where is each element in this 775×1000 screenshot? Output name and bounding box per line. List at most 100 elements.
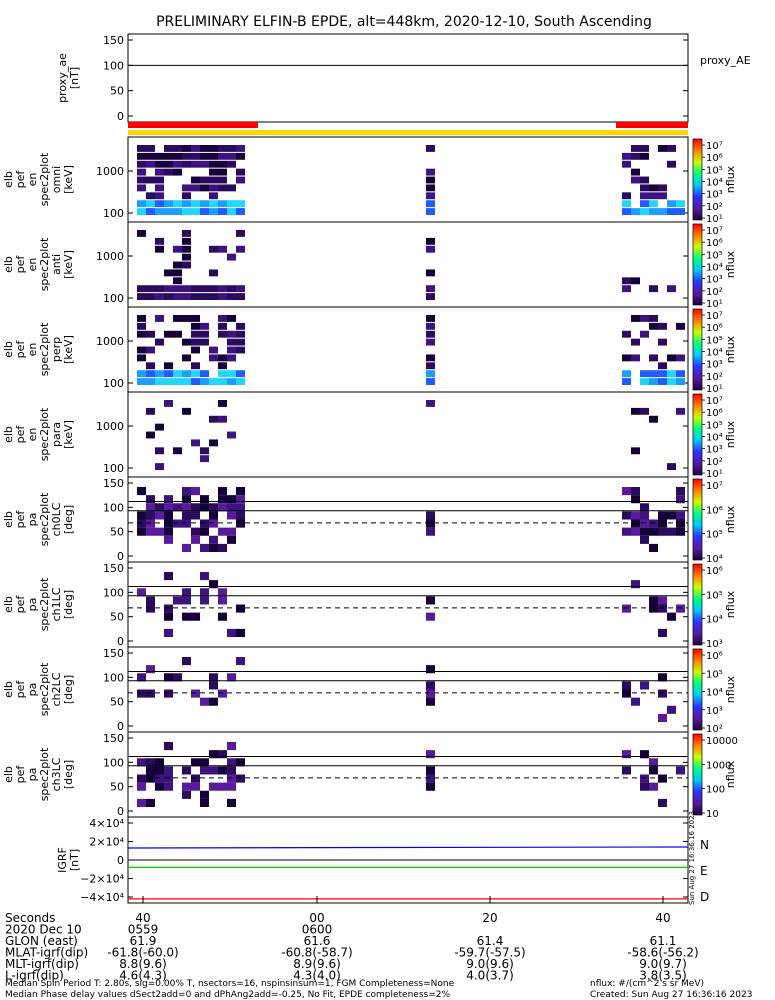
ylabel-perp-1: pef xyxy=(14,340,27,359)
spectrogram-cell xyxy=(146,160,155,168)
igrf-legend-D: D xyxy=(700,890,709,904)
spectrogram-cell xyxy=(622,277,631,285)
spectrogram-cell xyxy=(164,152,173,160)
pitch-angle-cell xyxy=(182,487,191,496)
spectrogram-cell xyxy=(227,346,236,354)
spectrogram-cell xyxy=(182,200,191,208)
colorbar-label-anti: 10³ xyxy=(706,275,723,286)
ylabel-ch0LC-4: ch0LC xyxy=(50,502,63,536)
spectrogram-cell xyxy=(191,184,200,192)
spectrogram-cell xyxy=(622,330,631,338)
pitch-angle-cell xyxy=(182,588,191,597)
spectrogram-cell xyxy=(209,160,218,168)
spectrogram-cell xyxy=(173,277,182,285)
spectrogram-cell xyxy=(191,293,200,300)
spectrogram-cell xyxy=(426,245,435,253)
colorbar-label-para: 10⁷ xyxy=(706,396,723,407)
spectrogram-cell xyxy=(236,245,245,253)
pitch-angle-cell xyxy=(227,527,236,536)
pitch-angle-cell xyxy=(227,766,236,775)
spectrogram-cell xyxy=(622,285,631,293)
spectrogram-cell xyxy=(200,338,209,346)
spectrogram-cell xyxy=(182,354,191,362)
pitch-angle-cell xyxy=(658,798,667,807)
spectrogram-cell xyxy=(218,415,227,423)
pitch-angle-cell xyxy=(218,487,227,496)
pitch-angle-cell xyxy=(191,487,200,496)
pitch-angle-cell xyxy=(649,596,658,605)
colorbar-label-anti: 10⁷ xyxy=(706,226,723,237)
pitch-angle-cell xyxy=(676,519,685,528)
xaxis-row-value: -61.8(-60.0) xyxy=(107,946,178,960)
spectrogram-cell xyxy=(658,362,667,370)
pitch-angle-cell xyxy=(191,503,200,512)
spectrogram-cell xyxy=(631,168,640,176)
pitch-angle-cell xyxy=(640,511,649,520)
spectrogram-cell xyxy=(426,322,435,330)
spectrogram-cell xyxy=(640,208,649,215)
spectrogram-cell xyxy=(155,423,164,431)
colorbar-para xyxy=(692,393,703,476)
spectrogram-cell xyxy=(173,370,182,378)
spectrogram-cell xyxy=(426,168,435,176)
ytick-label-omni: 1000 xyxy=(96,165,124,178)
spectrogram-cell xyxy=(155,184,164,192)
spectrogram-cell xyxy=(155,200,164,208)
spectrogram-cell xyxy=(173,269,182,277)
pitch-angle-cell xyxy=(676,511,685,520)
spectrogram-cell xyxy=(191,330,200,338)
colorbar-title-omni: nflux xyxy=(724,165,737,193)
spectrogram-cell xyxy=(426,315,435,322)
spectrogram-cell xyxy=(640,330,649,338)
pitch-angle-cell xyxy=(236,774,245,783)
ylabel-ch3LC-2: pa xyxy=(26,768,39,782)
spectrogram-cell xyxy=(631,152,640,160)
colorbar-label-ch1LC: 10³ xyxy=(706,639,723,650)
panel-frame-proxy_ae xyxy=(127,33,689,123)
pitch-angle-cell xyxy=(227,511,236,520)
spectrogram-cell xyxy=(137,176,146,184)
pitch-angle-cell xyxy=(200,596,209,605)
pitch-angle-cell xyxy=(631,580,640,589)
spectrogram-cell xyxy=(426,293,435,300)
ytick-label-proxy_ae: 0 xyxy=(117,110,124,123)
ylabel-ch3LC-5: [deg] xyxy=(62,760,75,789)
spectrogram-cell xyxy=(640,200,649,208)
pitch-angle-cell xyxy=(640,750,649,759)
pitch-angle-cell xyxy=(209,766,218,775)
colorbar-label-ch0LC: 10⁵ xyxy=(706,530,723,541)
pitch-angle-cell xyxy=(146,665,155,674)
spectrogram-cell xyxy=(631,277,640,285)
pitch-angle-cell xyxy=(164,519,173,528)
igrf-legend-E: E xyxy=(700,864,708,878)
colorbar-label-ch3LC: 10000 xyxy=(706,736,738,747)
pitch-angle-cell xyxy=(236,487,245,496)
pitch-angle-cell xyxy=(218,503,227,512)
pitch-angle-cell xyxy=(622,681,631,690)
spectrogram-cell xyxy=(218,400,227,407)
ytick-label-ch3LC: 50 xyxy=(110,781,124,794)
ytick-label-ch0LC: 100 xyxy=(103,501,124,514)
spectrogram-cell xyxy=(182,378,191,385)
spectrogram-cell xyxy=(182,230,191,237)
spectrogram-cell xyxy=(191,200,200,208)
pitch-angle-cell xyxy=(200,572,209,581)
spectrogram-cell xyxy=(209,293,218,300)
colorbar-title-ch3LC: nflux xyxy=(724,760,737,788)
ylabel-ch0LC-1: pef xyxy=(14,510,27,529)
plot-title: PRELIMINARY ELFIN-B EPDE, alt=448km, 202… xyxy=(156,14,652,30)
ytick-label-anti: 1000 xyxy=(96,250,124,263)
pitch-angle-cell xyxy=(622,689,631,698)
pitch-angle-cell xyxy=(426,689,435,698)
pitch-angle-cell xyxy=(236,503,245,512)
xaxis-row-value: 61.9 xyxy=(130,934,157,948)
pitch-angle-cell xyxy=(173,503,182,512)
pitch-angle-cell xyxy=(426,774,435,783)
colorbar-label-para: 10⁶ xyxy=(706,408,723,419)
science-zone-bar xyxy=(616,122,688,128)
xaxis-row-value: 0559 xyxy=(128,923,159,937)
xaxis-row-label: L-igrf(dip) xyxy=(5,969,64,983)
spectrogram-cell xyxy=(236,322,245,330)
spectrogram-cell xyxy=(236,330,245,338)
spectrogram-cell xyxy=(173,168,182,176)
